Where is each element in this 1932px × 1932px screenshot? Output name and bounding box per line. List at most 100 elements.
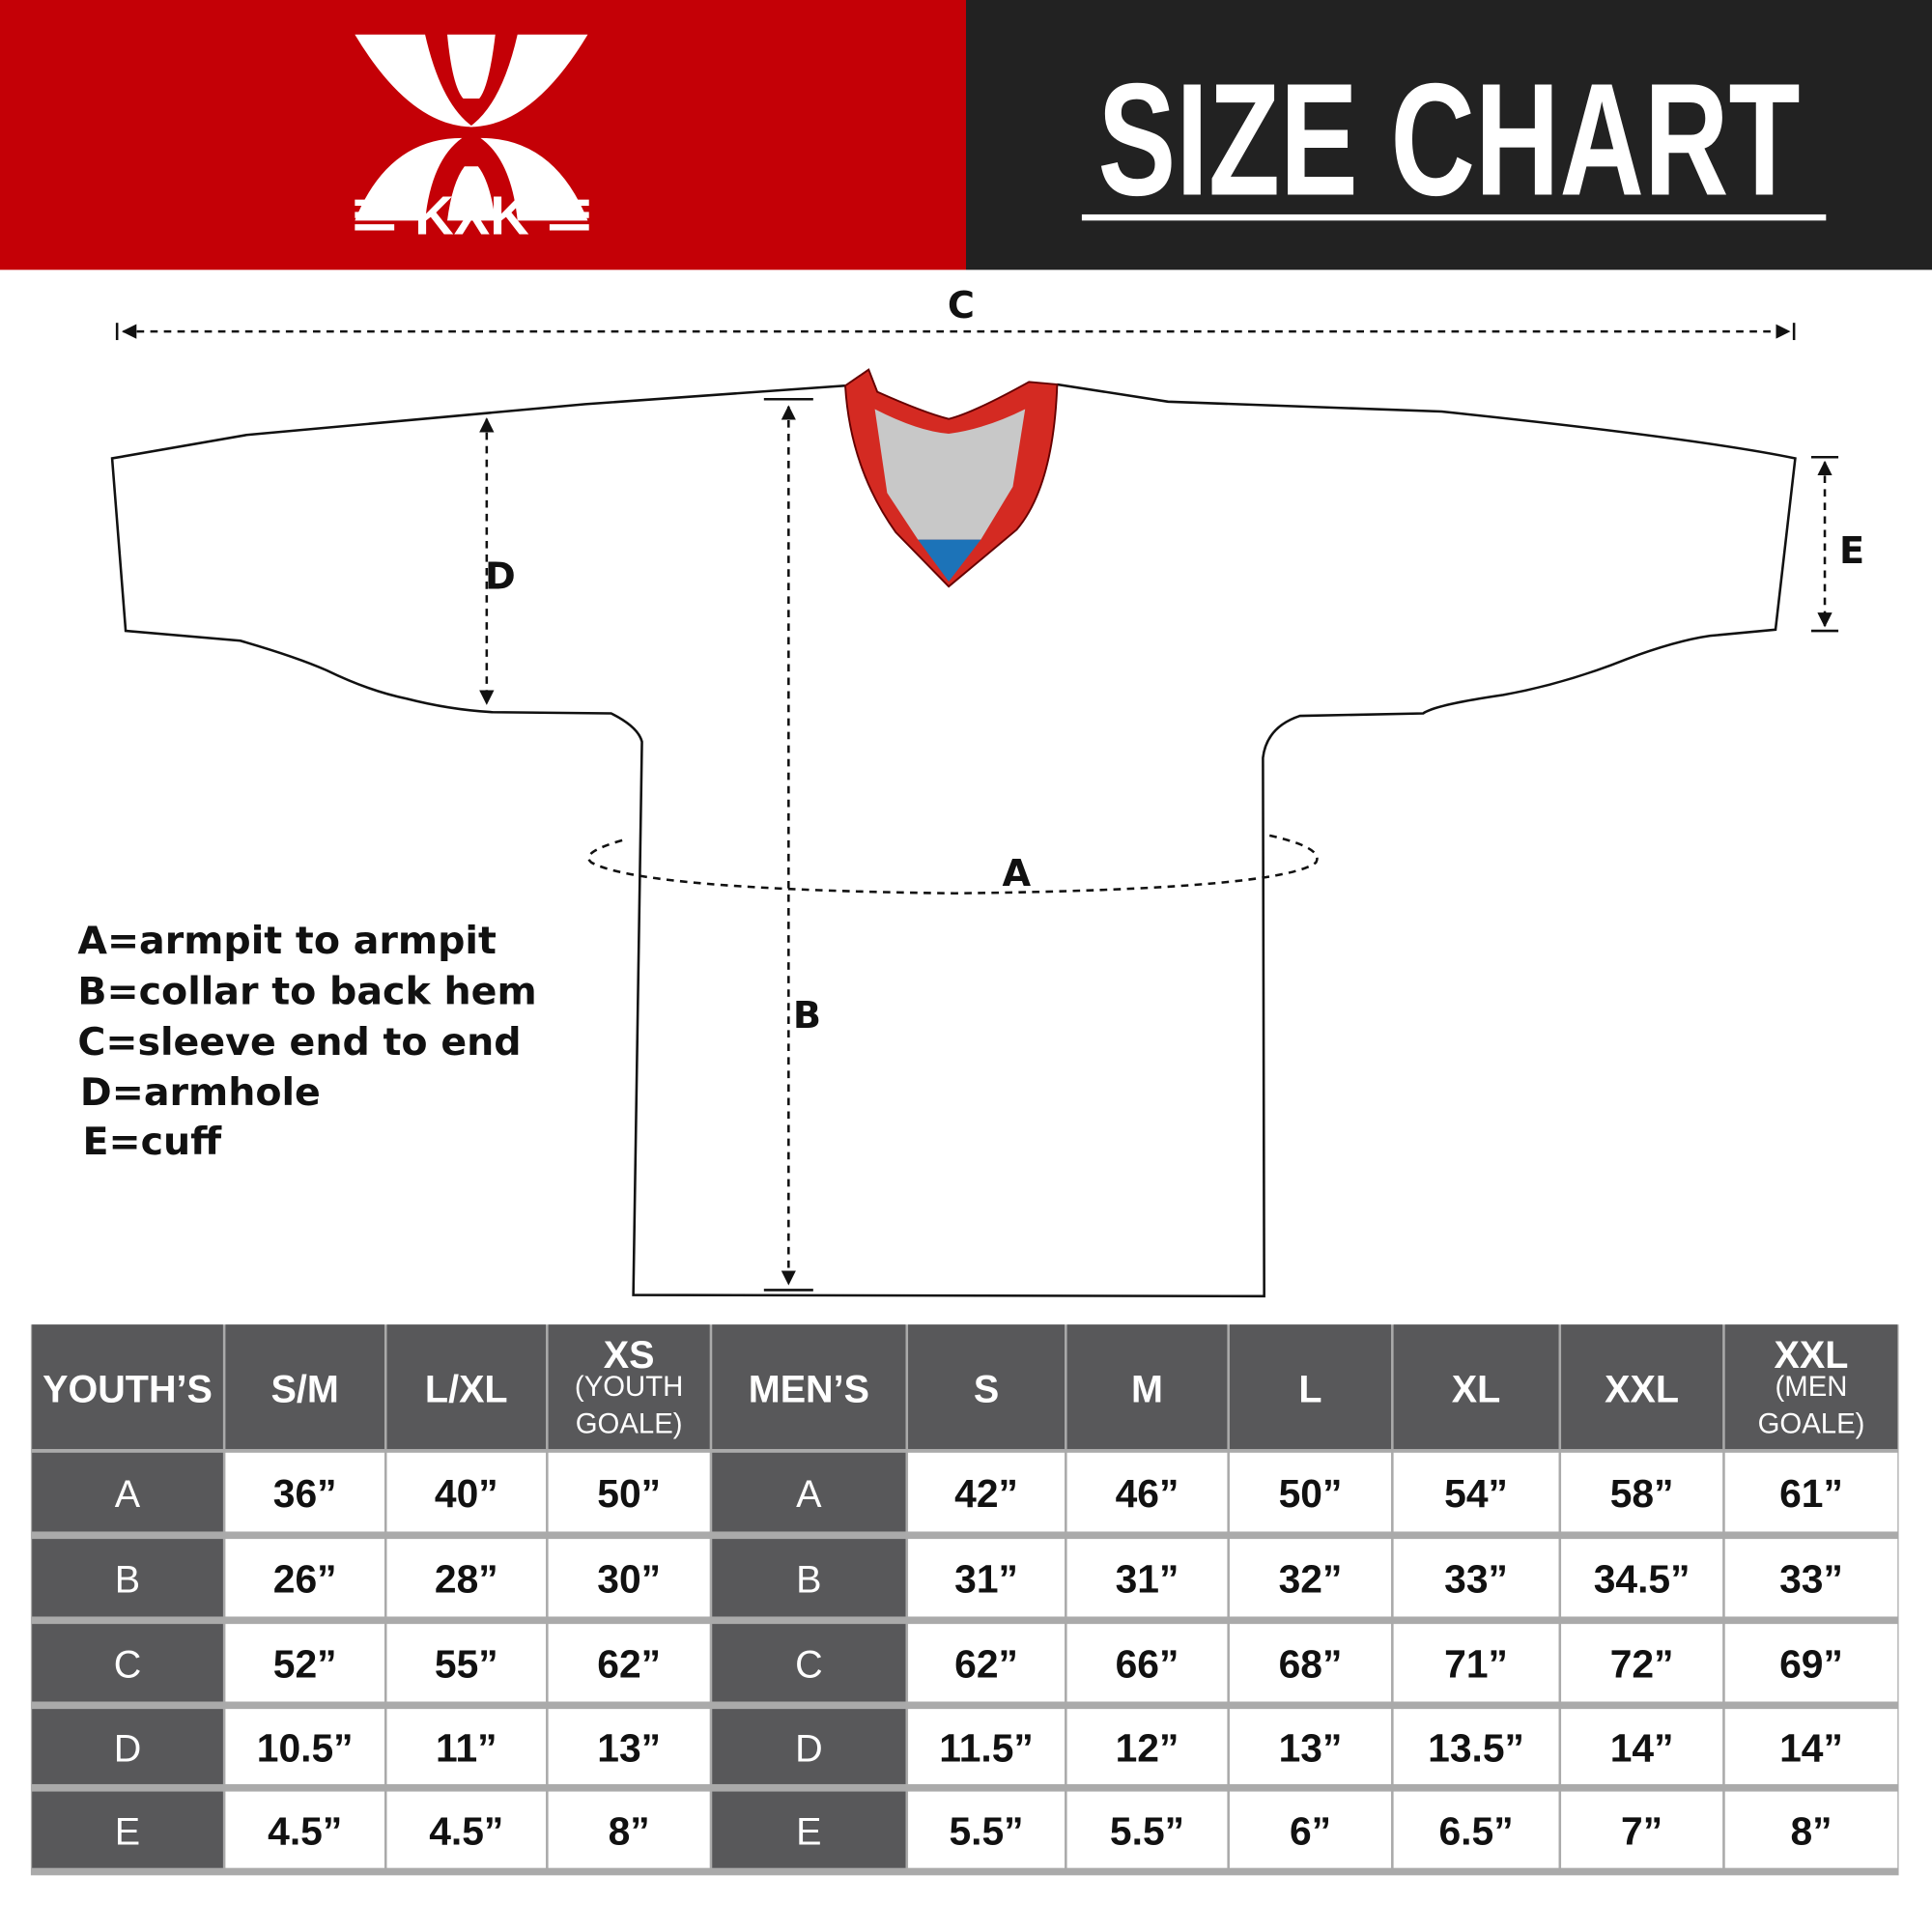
measurement-value: 66” bbox=[1116, 1642, 1179, 1687]
row-label-cell bbox=[32, 1791, 223, 1868]
measurement-value: 50” bbox=[597, 1471, 661, 1516]
legend-item: D=armhole bbox=[80, 1070, 321, 1115]
measurement-value: 31” bbox=[954, 1557, 1018, 1602]
measurement-value: 69” bbox=[1779, 1642, 1843, 1687]
row-label-cell bbox=[712, 1624, 906, 1702]
measurement-value: 61” bbox=[1779, 1471, 1843, 1516]
measurement-value: 34.5” bbox=[1594, 1557, 1690, 1602]
kxk-logo: KXK bbox=[355, 34, 589, 245]
table-cell bbox=[1724, 1624, 1898, 1702]
measurement-value: 10.5” bbox=[257, 1725, 354, 1770]
measurement-value: 72” bbox=[1610, 1642, 1674, 1687]
size-header-note: (MEN bbox=[1776, 1371, 1848, 1403]
table-cell bbox=[548, 1452, 710, 1532]
table-cell bbox=[1229, 1452, 1392, 1532]
table-cell bbox=[548, 1539, 710, 1617]
measurement-value: 4.5” bbox=[429, 1808, 503, 1853]
measurement-value: 13” bbox=[597, 1725, 661, 1770]
table-cell bbox=[1393, 1709, 1559, 1784]
measurement-value: 8” bbox=[1790, 1808, 1832, 1853]
table-cell bbox=[1724, 1539, 1898, 1617]
row-label-cell bbox=[32, 1452, 223, 1532]
measurement-value: 42” bbox=[954, 1471, 1018, 1516]
measurement-value: 7” bbox=[1621, 1808, 1662, 1853]
header-cell bbox=[1229, 1324, 1392, 1449]
measurement-value: 11.5” bbox=[939, 1725, 1034, 1770]
measurement-lines bbox=[115, 323, 1839, 1292]
measurement-value: 12” bbox=[1116, 1725, 1179, 1770]
measurement-value: 36” bbox=[273, 1471, 337, 1516]
label-e: E bbox=[1839, 529, 1864, 573]
legend-item: C=sleeve end to end bbox=[77, 1020, 521, 1065]
header-cell bbox=[1724, 1324, 1898, 1449]
measurement-value: 32” bbox=[1279, 1557, 1343, 1602]
measure-a-line bbox=[587, 834, 1319, 895]
table-cell bbox=[386, 1539, 547, 1617]
collar-lace-patch bbox=[918, 539, 981, 582]
header-cell bbox=[225, 1324, 384, 1449]
table-cell bbox=[1561, 1624, 1723, 1702]
row-label: D bbox=[114, 1727, 142, 1770]
collar-inset bbox=[874, 409, 1026, 540]
header-cell bbox=[32, 1324, 223, 1449]
measurement-value: 14” bbox=[1610, 1725, 1674, 1770]
table-cell bbox=[225, 1539, 384, 1617]
measurement-value: 11” bbox=[436, 1725, 497, 1770]
size-table: YOUTH’S S/M L/XL XS(YOUTH GOALE) MEN’S S M L XL XX… bbox=[30, 1324, 1899, 1876]
row-label: A bbox=[115, 1473, 141, 1516]
measurement-value: 62” bbox=[597, 1642, 661, 1687]
header-cell bbox=[908, 1324, 1065, 1449]
table-cell bbox=[1561, 1709, 1723, 1784]
table-cell bbox=[386, 1624, 547, 1702]
title-underline bbox=[1081, 213, 1827, 221]
table-cell bbox=[1066, 1539, 1228, 1617]
table-cell bbox=[1724, 1709, 1898, 1784]
measurement-value: 52” bbox=[273, 1642, 337, 1687]
row-label-cell bbox=[32, 1624, 223, 1702]
row-label: C bbox=[114, 1644, 142, 1687]
table-cell bbox=[1724, 1452, 1898, 1532]
row-label-cell bbox=[32, 1709, 223, 1784]
size-header: S/M bbox=[271, 1369, 339, 1411]
size-header: XL bbox=[1452, 1369, 1501, 1411]
measurement-value: 30” bbox=[597, 1557, 661, 1602]
header-cell bbox=[1561, 1324, 1723, 1449]
size-header: L/XL bbox=[425, 1369, 508, 1411]
measurement-value: 71” bbox=[1444, 1642, 1508, 1687]
measurement-value: 28” bbox=[435, 1557, 498, 1602]
legend-item: B=collar to back hem bbox=[77, 970, 536, 1014]
table-cell bbox=[1066, 1624, 1228, 1702]
size-header: M bbox=[1131, 1369, 1163, 1411]
row-label: E bbox=[796, 1810, 821, 1853]
measurement-value: 40” bbox=[435, 1471, 498, 1516]
header-cell bbox=[386, 1324, 547, 1449]
legend-item: A=armpit to armpit bbox=[77, 919, 497, 963]
size-header-note: GOALE) bbox=[1758, 1407, 1865, 1439]
table-cell bbox=[1066, 1452, 1228, 1532]
row-label: C bbox=[795, 1644, 823, 1687]
table-cell bbox=[548, 1791, 710, 1868]
header-cell bbox=[712, 1324, 906, 1449]
row-label-cell bbox=[712, 1791, 906, 1868]
table-cell bbox=[908, 1791, 1065, 1868]
table-cell bbox=[1229, 1709, 1392, 1784]
table-cell bbox=[225, 1452, 384, 1532]
table-cell bbox=[908, 1539, 1065, 1617]
measurement-legend: A=armpit to armpit B=collar to back hem … bbox=[77, 919, 536, 1164]
measurement-value: 55” bbox=[435, 1642, 498, 1687]
table-cell bbox=[1561, 1791, 1723, 1868]
table-cell bbox=[1229, 1791, 1392, 1868]
measurement-value: 26” bbox=[273, 1557, 337, 1602]
page-title: SIZE CHART bbox=[1097, 51, 1800, 230]
row-label: B bbox=[115, 1559, 140, 1602]
measurement-value: 54” bbox=[1444, 1471, 1508, 1516]
row-label-cell bbox=[712, 1539, 906, 1617]
table-cell bbox=[548, 1709, 710, 1784]
row-label: D bbox=[795, 1727, 823, 1770]
legend-item: E=cuff bbox=[82, 1120, 222, 1164]
measurement-value: 4.5” bbox=[268, 1808, 342, 1853]
measurement-value: 14” bbox=[1779, 1725, 1843, 1770]
header-cell bbox=[548, 1324, 710, 1449]
table-cell bbox=[1724, 1791, 1898, 1868]
size-header-note: GOALE) bbox=[576, 1407, 683, 1439]
